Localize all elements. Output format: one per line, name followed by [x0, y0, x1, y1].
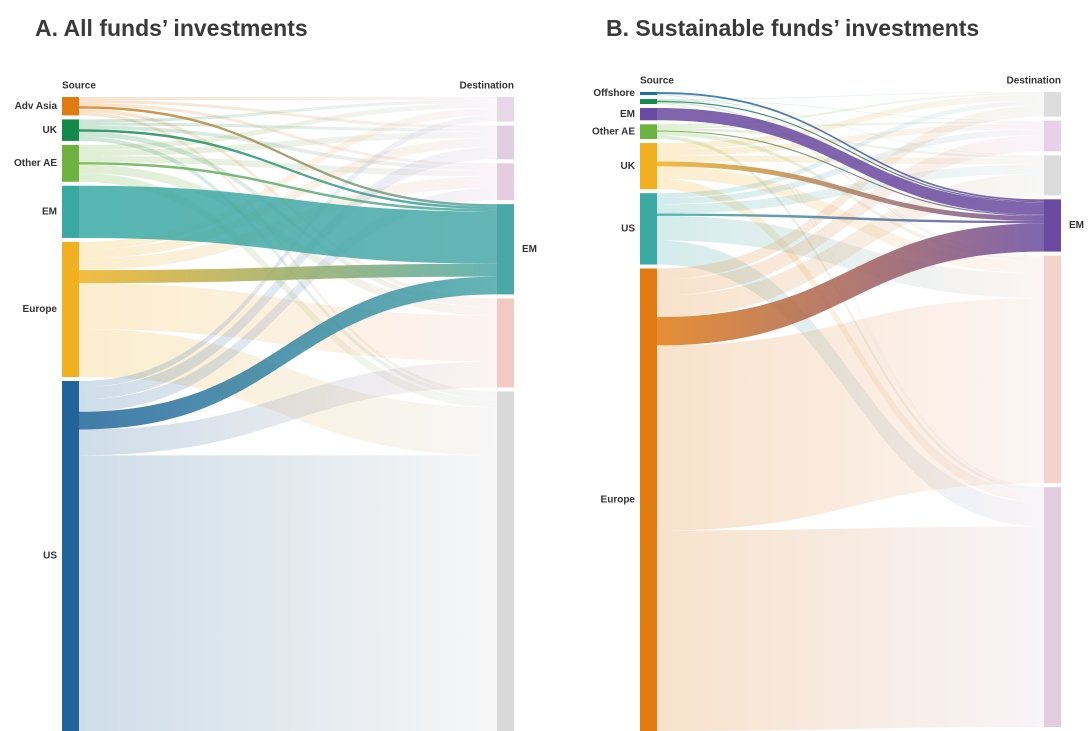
- source-label: UK: [621, 161, 636, 172]
- flow-link: [79, 103, 497, 167]
- flow-link: [657, 223, 1044, 346]
- flow-link: [79, 283, 497, 362]
- flow-link: [79, 455, 497, 731]
- destination-node: [497, 391, 514, 731]
- flow-link: [657, 92, 1044, 100]
- destination-header: Destination: [1007, 76, 1061, 87]
- flow-link: [657, 161, 1044, 221]
- source-node: [62, 185, 79, 238]
- destination-node: [1044, 255, 1061, 484]
- source-node: [62, 97, 79, 116]
- destination-node: [1044, 92, 1061, 117]
- destination-node: [1044, 155, 1061, 196]
- source-node: [640, 143, 657, 190]
- flow-link: [657, 135, 1044, 493]
- flow-link: [657, 93, 1044, 257]
- source-node: [640, 193, 657, 265]
- flow-link: [79, 185, 497, 264]
- flow-link: [79, 115, 497, 388]
- flow-link: [79, 131, 497, 156]
- source-node: [640, 124, 657, 140]
- flow-link: [79, 97, 497, 101]
- flow-link: [79, 155, 497, 177]
- destination-node: [497, 204, 514, 295]
- flow-link: [79, 263, 497, 284]
- destination-label: EM: [522, 244, 537, 255]
- source-node: [62, 119, 79, 141]
- destination-node: [497, 125, 514, 160]
- source-label: Offshore: [593, 88, 635, 99]
- source-node: [640, 92, 657, 96]
- destination-node: [497, 163, 514, 201]
- flow-link: [79, 100, 497, 129]
- flow-link: [657, 127, 1044, 159]
- flow-link: [79, 276, 497, 430]
- flow-link: [79, 100, 497, 123]
- source-label: EM: [620, 109, 635, 120]
- source-label: EM: [42, 206, 57, 217]
- flow-link: [79, 187, 497, 412]
- flow-link: [79, 108, 497, 250]
- flow-link: [657, 100, 1044, 199]
- flow-link: [79, 329, 497, 456]
- source-label: Other AE: [592, 126, 635, 137]
- flow-link: [657, 135, 1044, 296]
- flow-link: [79, 173, 497, 408]
- panel-title: B. Sustainable funds’ investments: [606, 15, 979, 41]
- flow-link: [79, 103, 497, 150]
- flow-link: [657, 298, 1044, 531]
- source-label: Other AE: [14, 158, 57, 169]
- source-node: [62, 241, 79, 378]
- destination-node: [497, 97, 514, 122]
- flow-link: [657, 100, 1044, 156]
- flow-link: [657, 130, 1044, 216]
- source-node: [640, 107, 657, 121]
- flow-link: [79, 137, 497, 259]
- source-label: Adv Asia: [15, 101, 58, 112]
- source-label: UK: [43, 125, 58, 136]
- flow-link: [79, 162, 497, 212]
- flow-link: [657, 215, 1044, 299]
- flow-link: [79, 129, 497, 210]
- flow-link: [657, 94, 1044, 150]
- source-label: US: [43, 551, 57, 562]
- flow-link: [657, 213, 1044, 224]
- flow-link: [657, 526, 1044, 731]
- flow-link: [657, 92, 1044, 202]
- destination-node: [1044, 199, 1061, 252]
- destination-node: [1044, 120, 1061, 152]
- source-node: [62, 144, 79, 182]
- source-node: [640, 99, 657, 104]
- flow-link: [657, 100, 1044, 203]
- source-node: [62, 381, 79, 731]
- flow-link: [657, 102, 1044, 258]
- destination-node: [1044, 487, 1061, 727]
- source-header: Source: [62, 81, 96, 92]
- destination-node: [497, 298, 514, 388]
- source-label: US: [621, 223, 635, 234]
- flow-link: [657, 92, 1044, 127]
- flow-link: [657, 99, 1044, 122]
- source-header: Source: [640, 76, 674, 87]
- flow-link: [79, 125, 497, 171]
- flow-link: [79, 106, 497, 207]
- panel-title: A. All funds’ investments: [35, 15, 308, 41]
- flow-link: [79, 361, 497, 456]
- source-label: Europe: [601, 494, 636, 505]
- source-node: [640, 268, 657, 731]
- destination-label: EM: [1069, 220, 1084, 231]
- flow-link: [657, 107, 1044, 215]
- destination-header: Destination: [460, 81, 514, 92]
- flow-link: [657, 173, 1044, 318]
- source-label: Europe: [23, 304, 58, 315]
